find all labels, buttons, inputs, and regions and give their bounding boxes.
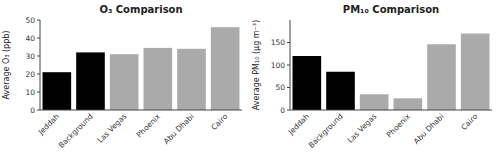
x-axis-line xyxy=(40,110,242,111)
y-tick-label: 0 xyxy=(280,106,285,115)
y-tick xyxy=(287,110,290,111)
x-axis-line xyxy=(290,110,492,111)
y-tick xyxy=(37,20,40,21)
y-tick-label: 150 xyxy=(271,38,286,47)
bar xyxy=(360,94,389,110)
x-tick-label: Jeddah xyxy=(36,112,61,137)
x-tick-label: Cairo xyxy=(459,112,479,132)
y-tick xyxy=(37,92,40,93)
bar xyxy=(211,27,240,110)
x-tick-label: Background xyxy=(307,112,345,150)
y-tick xyxy=(287,65,290,66)
bar xyxy=(177,49,206,110)
bar xyxy=(394,98,423,110)
y-tick xyxy=(37,38,40,39)
y-tick xyxy=(287,87,290,88)
bar xyxy=(427,44,456,110)
y-tick xyxy=(37,110,40,111)
bar xyxy=(293,56,322,110)
y-axis-line xyxy=(40,20,41,110)
y-axis-label: Average O₃ (ppb) xyxy=(2,31,11,100)
x-tick-label: Background xyxy=(57,112,95,150)
bars xyxy=(293,34,490,111)
bar xyxy=(461,34,490,111)
x-tick-label: Jeddah xyxy=(286,112,311,137)
title: PM₁₀ Comparison xyxy=(343,4,439,15)
chart-svg: 01020304050JeddahBackgroundLas VegasPhoe… xyxy=(0,0,500,160)
chart-root: 01020304050JeddahBackgroundLas VegasPhoe… xyxy=(0,0,500,160)
y-axis-label: Average PM₁₀ (μg m⁻³) xyxy=(252,20,261,110)
x-tick-label: Phoenix xyxy=(135,111,163,139)
y-tick-label: 40 xyxy=(25,34,35,43)
y-tick-label: 20 xyxy=(25,70,35,79)
y-tick xyxy=(287,42,290,43)
x-tick-label: Las Vegas xyxy=(96,112,129,145)
x-tick-label: Abu Dhabi xyxy=(412,112,446,146)
y-tick-label: 50 xyxy=(25,16,35,25)
x-tick-label: Abu Dhabi xyxy=(162,112,196,146)
y-tick-label: 50 xyxy=(275,83,285,92)
y-tick xyxy=(37,74,40,75)
x-tick-label: Phoenix xyxy=(385,111,413,139)
title: O₃ Comparison xyxy=(99,4,182,15)
bar xyxy=(43,72,72,110)
y-tick-label: 10 xyxy=(25,88,35,97)
y-tick-label: 0 xyxy=(30,106,35,115)
panel: 0 50 100 150 JeddahBackgroundLas VegasPhoeni… xyxy=(252,4,492,150)
bar xyxy=(144,48,173,110)
x-tick-label: Cairo xyxy=(209,112,229,132)
x-tick-label: Las Vegas xyxy=(346,112,379,145)
bars xyxy=(43,27,240,110)
y-tick-label: 100 xyxy=(271,61,286,70)
y-tick-label: 30 xyxy=(25,52,35,61)
panel: 0 10 20 30 40 50 JeddahBackgroundLas VegasPhoe… xyxy=(2,4,242,150)
bar xyxy=(326,72,355,110)
bar xyxy=(110,54,139,110)
y-tick xyxy=(37,56,40,57)
bar xyxy=(76,52,105,110)
